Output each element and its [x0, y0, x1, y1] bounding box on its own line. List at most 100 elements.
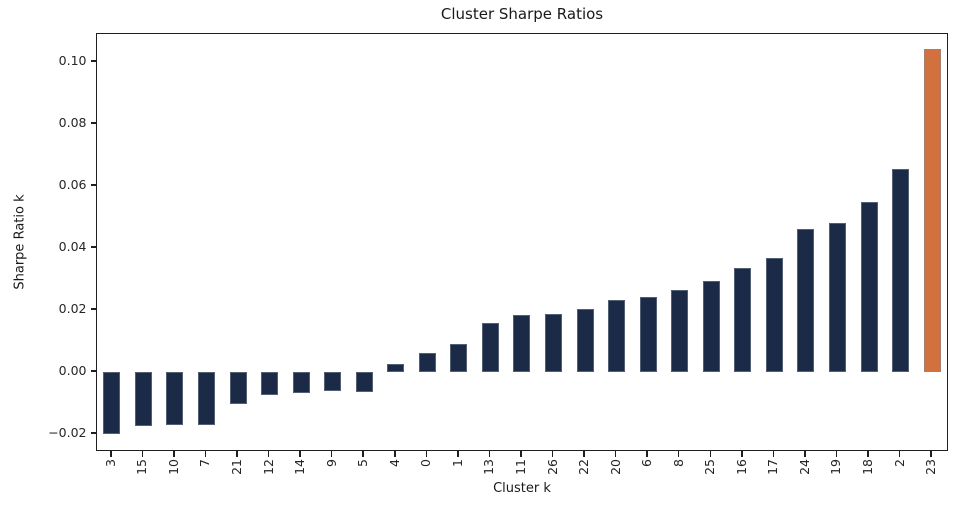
x-tick-mark [141, 451, 144, 457]
bar-cluster-24 [797, 229, 815, 372]
x-tick-mark [867, 451, 869, 457]
bar-cluster-6 [639, 297, 657, 372]
x-tick-mark [520, 451, 522, 457]
x-tick-label-cluster-16: 16 [733, 459, 749, 475]
y-tick-label: 0.00 [58, 362, 87, 378]
x-tick-label-cluster-4: 4 [386, 459, 402, 467]
y-tick-label: 0.06 [58, 176, 87, 192]
x-tick-mark [741, 451, 743, 457]
x-tick-mark [898, 451, 901, 457]
y-tick-mark [90, 246, 96, 248]
x-tick-label-cluster-1: 1 [449, 459, 465, 467]
x-tick-label-cluster-6: 6 [638, 459, 654, 467]
bar-cluster-2 [892, 168, 910, 372]
bar-cluster-14 [292, 372, 310, 393]
x-tick-label-cluster-13: 13 [481, 459, 497, 475]
x-tick-label-cluster-8: 8 [670, 459, 686, 467]
x-tick-mark [583, 451, 585, 457]
x-tick-mark [299, 451, 301, 457]
x-tick-mark [110, 451, 112, 457]
x-tick-label-cluster-25: 25 [702, 459, 718, 475]
x-tick-label-cluster-26: 26 [544, 459, 560, 475]
x-tick-mark [488, 451, 491, 457]
bar-cluster-10 [166, 372, 184, 426]
bar-cluster-16 [734, 267, 752, 372]
plot-area [96, 33, 948, 451]
x-tick-mark [173, 451, 175, 457]
x-tick-label-cluster-12: 12 [260, 459, 276, 475]
bar-cluster-13 [481, 322, 499, 372]
x-tick-mark [425, 451, 428, 457]
x-tick-label-cluster-5: 5 [354, 459, 370, 467]
bar-cluster-26 [545, 314, 562, 372]
x-tick-label-cluster-18: 18 [859, 459, 875, 475]
chart-title: Cluster Sharpe Ratios [440, 5, 604, 23]
y-tick-mark [90, 122, 96, 124]
x-tick-mark [835, 451, 838, 457]
x-tick-label-cluster-9: 9 [323, 459, 339, 467]
bar-cluster-3 [103, 372, 121, 434]
bar-cluster-9 [324, 372, 342, 391]
bar-cluster-7 [197, 372, 215, 425]
bar-cluster-8 [671, 290, 689, 372]
x-tick-label-cluster-19: 19 [828, 459, 844, 475]
x-tick-label-cluster-22: 22 [575, 459, 591, 475]
x-tick-mark [457, 451, 459, 457]
y-tick-mark [90, 60, 96, 62]
y-tick-label: 0.02 [58, 300, 87, 316]
bar-cluster-18 [860, 201, 878, 372]
x-tick-label-cluster-2: 2 [891, 459, 907, 467]
x-tick-mark [236, 451, 238, 457]
y-tick-label: 0.08 [58, 114, 87, 130]
bar-cluster-20 [608, 299, 626, 372]
x-tick-mark [267, 451, 270, 457]
x-axis-label: Cluster k [493, 481, 551, 496]
bar-cluster-22 [576, 309, 594, 372]
x-tick-label-cluster-10: 10 [165, 459, 181, 475]
x-tick-label-cluster-14: 14 [291, 459, 307, 475]
x-tick-label-cluster-23: 23 [922, 459, 938, 475]
x-tick-mark [330, 451, 333, 457]
bar-cluster-21 [229, 372, 247, 404]
x-tick-label-cluster-7: 7 [197, 459, 213, 467]
bar-cluster-19 [828, 223, 846, 372]
y-tick-label: 0.10 [58, 52, 87, 68]
x-tick-label-cluster-24: 24 [796, 459, 812, 475]
y-tick-mark [90, 370, 96, 372]
bar-cluster-11 [513, 315, 531, 372]
x-tick-label-cluster-3: 3 [102, 459, 118, 467]
y-tick-label: −0.02 [48, 424, 87, 440]
x-tick-mark [646, 451, 648, 457]
x-tick-mark [677, 451, 680, 457]
x-tick-mark [772, 451, 775, 457]
bar-cluster-25 [702, 280, 720, 372]
x-tick-mark [804, 451, 806, 457]
x-tick-label-cluster-0: 0 [418, 459, 434, 467]
bar-cluster-12 [261, 372, 279, 396]
y-tick-mark [90, 308, 96, 310]
x-tick-mark [930, 451, 932, 457]
x-tick-mark [551, 451, 554, 457]
x-tick-label-cluster-15: 15 [134, 459, 150, 475]
x-tick-mark [709, 451, 711, 457]
y-tick-mark [90, 184, 96, 186]
x-tick-mark [394, 451, 396, 457]
x-tick-label-cluster-20: 20 [607, 459, 623, 475]
x-tick-mark [614, 451, 617, 457]
bar-cluster-4 [387, 364, 405, 373]
bar-cluster-17 [765, 257, 783, 372]
x-tick-label-cluster-17: 17 [765, 459, 781, 475]
bar-cluster-5 [355, 372, 373, 392]
x-tick-mark [362, 451, 364, 457]
y-tick-mark [90, 432, 96, 434]
y-tick-label: 0.04 [58, 238, 87, 254]
bar-cluster-1 [450, 343, 468, 372]
x-tick-label-cluster-21: 21 [228, 459, 244, 475]
bar-cluster-0 [418, 353, 436, 372]
bar-cluster-23 [923, 49, 941, 372]
x-tick-label-cluster-11: 11 [512, 459, 528, 475]
x-tick-mark [204, 451, 207, 457]
bar-cluster-15 [134, 372, 152, 426]
y-axis-label: Sharpe Ratio k [12, 194, 28, 290]
